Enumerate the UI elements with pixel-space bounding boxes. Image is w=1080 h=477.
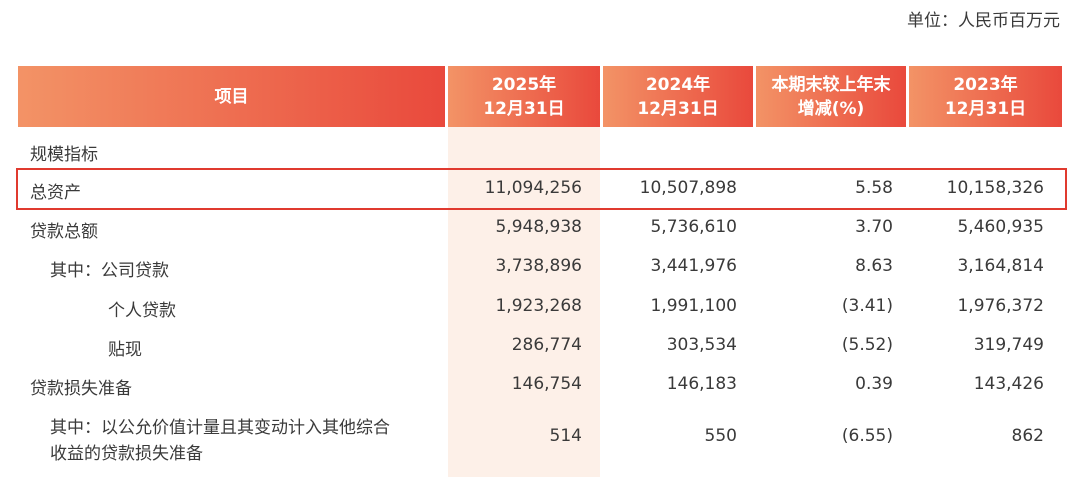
cell-value: 862	[1011, 426, 1044, 446]
row-label: 贷款损失准备	[30, 379, 132, 399]
cell-value: 11,094,256	[484, 178, 582, 198]
cell-value: 0.39	[855, 374, 893, 394]
header-cell: 本期末较上年末 增减(%)	[756, 66, 906, 127]
header-text: 2023年	[953, 74, 1018, 95]
header-text: 2024年	[645, 74, 711, 95]
cell-value: 303,534	[666, 335, 737, 355]
row-label: 个人贷款	[108, 301, 176, 321]
header-text: 项目	[214, 86, 249, 107]
cell-value: 1,976,372	[957, 296, 1044, 316]
cell-value: 3,164,814	[957, 256, 1044, 276]
cell-value: 514	[549, 426, 582, 446]
cell-value: (3.41)	[841, 296, 893, 316]
cell-value: 1,923,268	[495, 296, 582, 316]
cell-value: 3.70	[855, 217, 893, 237]
cell-value: 146,754	[511, 374, 582, 394]
header-cell: 2024年 12月31日	[603, 66, 753, 127]
header-text: 增减(%)	[797, 98, 865, 119]
cell-value: 5,736,610	[650, 217, 737, 237]
cell-value: 5,948,938	[495, 217, 582, 237]
cell-value: 146,183	[666, 374, 737, 394]
header-text: 12月31日	[483, 98, 565, 119]
column-highlight	[448, 127, 600, 477]
row-label: 总资产	[30, 183, 81, 203]
cell-value: 286,774	[511, 335, 582, 355]
row-label: 其中：公司贷款	[50, 261, 169, 281]
cell-value: (5.52)	[841, 335, 893, 355]
cell-value: 550	[704, 426, 737, 446]
header-cell: 2025年 12月31日	[448, 66, 600, 127]
header-text: 2025年	[491, 74, 557, 95]
cell-value: 5.58	[855, 178, 893, 198]
cell-value: 319,749	[973, 335, 1044, 355]
highlight-box	[16, 168, 1067, 210]
section-label: 规模指标	[30, 145, 98, 165]
header-text: 12月31日	[944, 98, 1027, 119]
cell-value: (6.55)	[841, 426, 893, 446]
cell-value: 3,738,896	[495, 256, 582, 276]
header-cell: 2023年 12月31日	[909, 66, 1062, 127]
row-label: 贷款总额	[30, 222, 98, 242]
cell-value: 5,460,935	[957, 217, 1044, 237]
cell-value: 10,507,898	[639, 178, 737, 198]
header-text: 12月31日	[637, 98, 719, 119]
cell-value: 3,441,976	[650, 256, 737, 276]
row-label: 其中：以公允价值计量且其变动计入其他综合	[50, 418, 390, 438]
cell-value: 10,158,326	[946, 178, 1044, 198]
header-cell: 项目	[18, 66, 445, 127]
row-label: 收益的贷款损失准备	[50, 444, 203, 464]
row-label: 贴现	[108, 340, 142, 360]
cell-value: 8.63	[855, 256, 893, 276]
cell-value: 143,426	[973, 374, 1044, 394]
cell-value: 1,991,100	[650, 296, 737, 316]
unit-note: 单位：人民币百万元	[907, 11, 1060, 31]
header-text: 本期末较上年末	[771, 74, 891, 95]
